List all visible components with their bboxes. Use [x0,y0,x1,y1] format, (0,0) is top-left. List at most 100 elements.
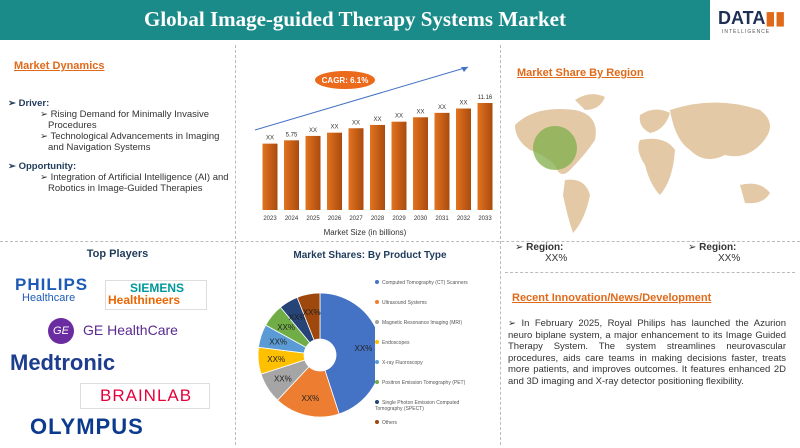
legend-item: X-ray Fluoroscopy [375,360,475,366]
donut-segment [296,292,321,341]
legend-swatch [375,340,379,344]
legend-text: Magnetic Resonance Imaging (MRI) [382,320,463,326]
region-label: ➢ Region: XX% [515,242,568,264]
value-label: XX [352,120,360,126]
x-tick-label: 2023 [263,216,277,222]
bar [477,102,493,210]
value-label: XX [309,128,317,134]
section-title: Market Share By Region [517,67,644,79]
section-title: Top Players [86,248,149,260]
logo-siemens: SIEMENS [130,281,185,295]
logo: DATA▮▮ [718,8,786,28]
legend-swatch [375,400,379,404]
legend-text: Positron Emission Tomography (PET) [382,380,466,386]
bar [413,117,428,210]
logo-olympus: OLYMPUS [30,414,144,439]
donut-segment [276,366,340,418]
segment-label: XX% [289,313,307,322]
value-label: 11.16 [478,95,493,101]
title: Global Image-guided Therapy Systems Mark… [144,7,566,31]
section-title: Recent Innovation/News/Development [512,292,712,304]
legend-text: Endoscopes [382,340,410,346]
x-axis-label: Market Size (in billions) [324,228,407,237]
x-tick-label: 2026 [328,216,342,222]
legend-text: Computed Tomography (CT) Scanners [382,280,468,286]
legend-item: Computed Tomography (CT) Scanners [375,280,475,286]
logo-text: DATA [718,8,766,28]
bullet-text: Technological Advancements in Imaging an… [48,131,220,153]
logo-medtronic: Medtronic [10,350,116,375]
bullet: ➢ Integration of Artificial Intelligence… [40,172,229,194]
logo-box [80,383,210,409]
cagr-arrow [254,66,469,131]
innovation-text: ➢ In February 2025, Royal Philips has la… [508,318,786,387]
bullet: ➢ Rising Demand for Minimally Invasive P… [40,109,209,131]
bullet: ➢ Technological Advancements in Imaging … [40,131,220,153]
region-label: ➢ Region: XX% [688,242,741,264]
donut-chart: XX%XX%XX%XX%XX%XX%XX%XX% [257,292,375,418]
segment-label: XX% [355,344,373,353]
bar [434,112,450,210]
x-tick-label: 2025 [306,216,320,222]
innovation-body: In February 2025, Royal Philips has laun… [508,318,786,387]
segment-label: XX% [269,337,287,346]
arrow-head [461,67,468,72]
region-highlight [533,126,577,170]
x-tick-label: 2033 [478,216,492,222]
donut-segment [319,292,375,415]
logo-philips-sub: Healthcare [22,292,76,304]
legend-swatch [375,420,379,424]
logo-box [105,280,207,310]
segment-label: XX% [302,394,320,403]
divider [500,45,501,445]
x-tick-label: 2028 [371,216,385,222]
header-bar [0,0,710,40]
region-value: XX% [718,253,741,264]
dynamics: ➢ Driver: ➢ Rising Demand for Minimally I… [8,90,230,194]
legend-text: Others [382,420,398,426]
x-tick-label: 2032 [457,216,471,222]
x-tick-label: 2029 [392,216,406,222]
legend-swatch [375,380,379,384]
bar [348,128,364,210]
bullet-text: Rising Demand for Minimally Invasive Pro… [48,109,209,131]
legend-item: Endoscopes [375,340,475,346]
x-tick-label: 2024 [285,216,299,222]
divider [0,241,800,242]
legend-item: Positron Emission Tomography (PET) [375,380,475,386]
bar [456,108,471,210]
region-value: XX% [545,253,568,264]
divider [235,45,236,445]
value-label: XX [330,125,338,131]
section-title: Market Dynamics [14,60,105,72]
segment-label: XX% [277,323,295,332]
bar [262,143,278,210]
legend-item: Others [375,420,475,426]
cagr-badge [315,71,375,89]
legend: Computed Tomography (CT) Scanners Ultraso… [375,280,495,445]
donut-title: Market Shares: By Product Type [293,250,447,261]
divider [505,272,795,273]
value-label: XX [395,114,403,120]
continents [515,94,770,233]
legend-text: X-ray Fluoroscopy [382,360,423,366]
logo-brainlab: BRAINLAB [100,386,193,405]
logo-philips: PHILIPS [15,275,89,294]
segment-label: XX% [274,375,292,384]
logo-sub: INTELLIGENCE [722,29,771,35]
bullet-text: Integration of Artificial Intelligence (… [48,172,229,194]
bar-chart: CAGR: 6.1% XX 2023 5.75 2024 XX 2025 XX 2026 XX 20… [254,66,493,237]
bar [370,124,385,210]
logo-ge: GE HealthCare [83,322,178,338]
bar [391,121,407,210]
x-tick-label: 2030 [414,216,428,222]
world-map [515,94,770,233]
value-label: XX [438,105,446,111]
group-label-text: Driver: [18,98,50,109]
x-tick-label: 2027 [349,216,363,222]
legend-item: Ultrasound Systems [375,300,475,306]
legend-text: Ultrasound Systems [382,300,427,306]
region-name: Region: [699,242,737,253]
region-name: Region: [526,242,564,253]
segment-label: XX% [303,308,321,317]
